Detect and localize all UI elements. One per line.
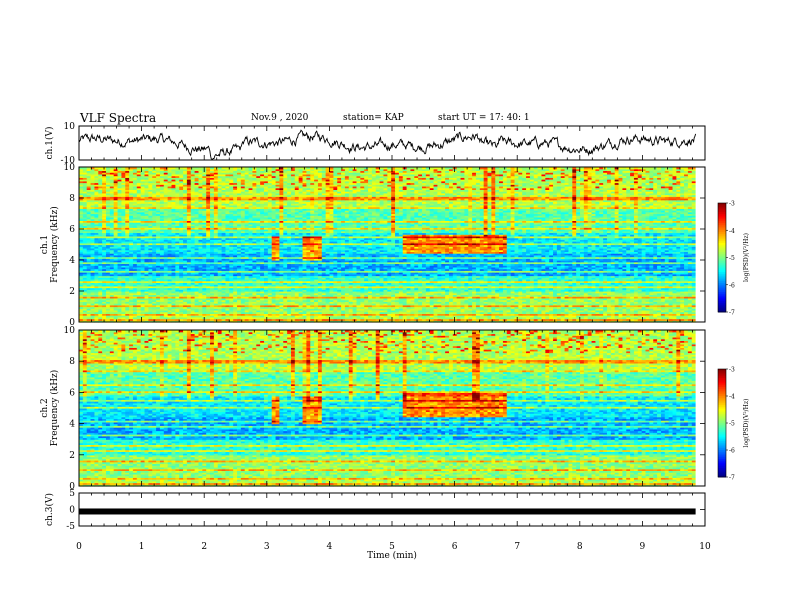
ch1-waveform-line <box>79 130 696 159</box>
ch1-waveform-ytick-label: 10 <box>64 122 76 132</box>
station-label: station= KAP <box>343 113 404 123</box>
start-time-label: start UT = 17: 40: 1 <box>438 113 530 123</box>
date-label: Nov.9 , 2020 <box>251 113 308 123</box>
ch1-spectrogram <box>79 167 705 323</box>
vlf-figure: VLF Spectra Nov.9 , 2020 station= KAP st… <box>0 0 792 612</box>
plot-area: 10-100246810024681050-5ch.1(V)ch.1Freque… <box>0 0 792 612</box>
figure-title: VLF Spectra <box>80 111 156 125</box>
